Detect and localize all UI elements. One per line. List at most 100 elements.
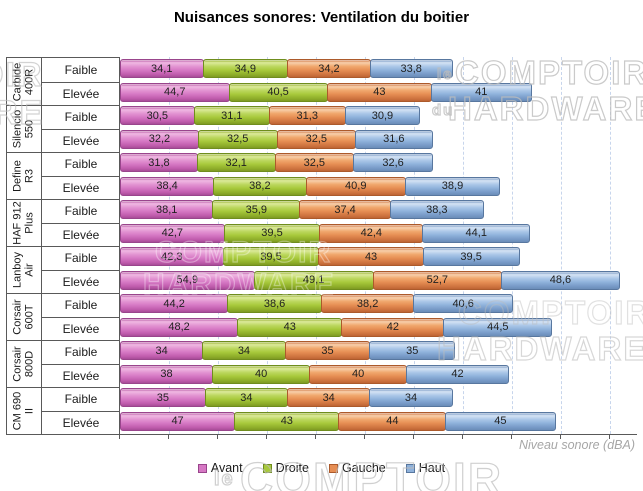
plot-area: 34,1 34,9 34,2 33,8 44,7 40,5 43 41 30,5 31,1 31,3…	[119, 57, 640, 434]
bar-segment-haut: 35	[369, 341, 456, 361]
bar-segment-haut: 31,6	[355, 129, 433, 149]
bar-segment-gauche: 32,5	[274, 153, 355, 173]
bar-segment-droite: 34	[204, 388, 289, 408]
bar-segment-droite: 40,5	[228, 82, 328, 102]
bar-segment-droite: 43	[234, 411, 340, 431]
value-label: 38,6	[263, 297, 286, 310]
gridline	[561, 57, 562, 434]
value-label: 49,1	[302, 274, 325, 287]
value-label: 34,9	[234, 62, 256, 75]
value-label: 34	[237, 344, 251, 357]
bar-segment-droite: 38,2	[213, 176, 307, 196]
gridline	[512, 57, 513, 434]
level-cells: Faible Elevée	[42, 294, 120, 340]
gridline	[414, 57, 415, 434]
value-label: 35	[406, 344, 419, 357]
bar-segment-avant: 38,1	[120, 200, 214, 220]
value-label: 43	[364, 250, 378, 263]
bar-segment-haut: 30,9	[344, 106, 421, 126]
bar-segment-haut: 44,5	[443, 317, 553, 337]
value-label: 35,9	[245, 203, 268, 216]
gridline	[316, 57, 317, 434]
value-label: 31,1	[221, 109, 243, 122]
value-label: 34	[322, 391, 335, 404]
bar-segment-avant: 44,7	[120, 82, 230, 102]
legend-swatch	[197, 463, 207, 473]
bar-segment-droite: 40	[212, 364, 311, 384]
bar-segment-gauche: 52,7	[372, 270, 502, 290]
value-label: 48,2	[168, 321, 190, 334]
value-label: 32,1	[225, 156, 247, 169]
level-label: Elevée	[42, 363, 120, 387]
value-label: 44,7	[164, 86, 186, 99]
case-name-cell: Corsair 800D	[7, 341, 42, 387]
bar-segment-gauche: 42	[341, 317, 445, 337]
legend-item-droite: Droite	[262, 461, 309, 475]
case-name: Lanboy Air	[11, 251, 35, 289]
gridline	[365, 57, 366, 434]
legend-item-haut: Haut	[405, 461, 445, 475]
case-name-cell: Define R3	[7, 153, 42, 199]
category-axis: Carbide 400R Faible Elevée Silencio 550 Faib…	[6, 57, 120, 435]
gridline	[267, 57, 268, 434]
bar-row: 31,8 32,1 32,5 32,6	[120, 151, 640, 175]
legend-swatch	[405, 463, 415, 473]
bar-segment-gauche: 40	[309, 364, 408, 384]
level-cells: Faible Elevée	[42, 388, 120, 434]
level-label: Faible	[64, 298, 98, 313]
bar-segment-avant: 32,2	[120, 129, 199, 149]
bar-segment-gauche: 31,3	[268, 106, 346, 126]
level-label: Faible	[64, 157, 98, 172]
bar-segment-gauche: 37,4	[299, 200, 391, 220]
bar-row: 32,2 32,5 32,5 31,6	[120, 128, 640, 152]
bar-row: 44,2 38,6 38,2 40,6	[120, 292, 640, 316]
bar-segment-avant: 31,8	[120, 153, 198, 173]
value-label: 32,5	[305, 133, 328, 146]
value-label: 35	[156, 391, 169, 404]
axis-tick	[364, 435, 365, 439]
bar-segment-haut: 44,1	[422, 223, 531, 243]
value-label: 40,5	[267, 86, 289, 99]
case-name: Corsair 600T	[11, 299, 35, 335]
gridline	[218, 57, 219, 434]
value-label: 39,5	[460, 250, 482, 263]
bar-segment-haut: 38,3	[389, 200, 484, 220]
value-label: 40	[254, 368, 268, 381]
level-label: Faible	[64, 251, 98, 266]
axis-tick	[266, 435, 267, 439]
bar-row: 34,1 34,9 34,2 33,8	[120, 57, 640, 81]
level-label: Elevée	[42, 269, 120, 293]
case-name-cell: HAF 912 Plus	[7, 200, 42, 246]
level-cells: Faible Elevée	[42, 200, 120, 246]
value-label: 42,7	[161, 227, 184, 240]
value-label: 42	[451, 368, 464, 381]
bar-segment-haut: 34	[369, 388, 453, 408]
axis-tick	[315, 435, 316, 439]
x-axis-title: Niveau sonore (dBA)	[518, 438, 635, 452]
level-label: Elevée	[42, 410, 120, 434]
category-group: CM 690 II Faible Elevée	[7, 387, 120, 434]
case-name: Silencio 550	[11, 109, 35, 149]
bar-segment-gauche: 34,2	[287, 59, 371, 79]
legend-swatch	[262, 463, 272, 473]
value-label: 39,5	[260, 250, 282, 263]
value-label: 31,3	[296, 109, 318, 122]
case-name: Carbide 400R	[11, 62, 35, 101]
case-name: Corsair 800D	[11, 346, 35, 382]
bar-segment-avant: 54,9	[120, 270, 255, 290]
case-name: CM 690 II	[11, 391, 35, 431]
legend-swatch	[328, 463, 338, 473]
value-label: 37,4	[334, 203, 356, 216]
level-label: Elevée	[42, 316, 120, 340]
value-label: 40,6	[452, 297, 474, 310]
value-label: 32,5	[303, 156, 326, 169]
bar-segment-gauche: 38,2	[320, 294, 415, 314]
legend: Avant Droite Gauche Haut	[0, 461, 643, 475]
category-group: HAF 912 Plus Faible Elevée	[7, 199, 120, 246]
x-axis	[6, 434, 637, 439]
bar-segment-droite: 38,6	[227, 294, 322, 314]
legend-label: Gauche	[341, 461, 386, 475]
bar-row: 44,7 40,5 43 41	[120, 81, 640, 105]
axis-tick	[119, 435, 120, 439]
bar-segment-avant: 30,5	[120, 106, 195, 126]
